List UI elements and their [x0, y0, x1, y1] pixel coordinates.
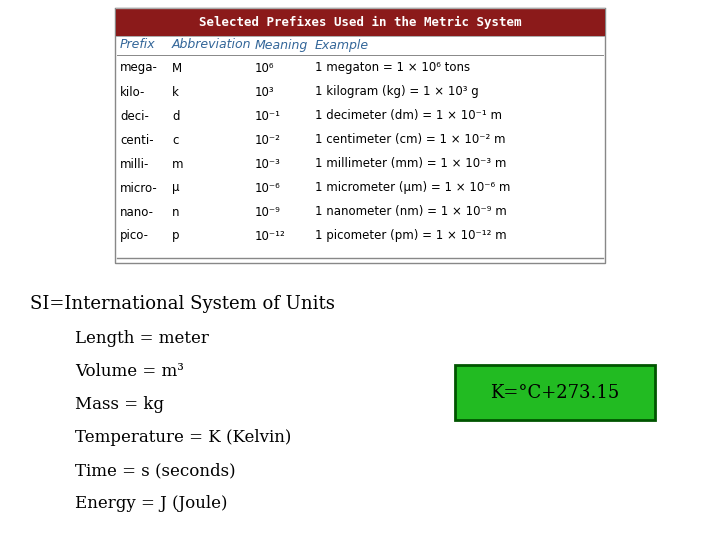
- Text: M: M: [172, 62, 182, 75]
- Text: Abbreviation: Abbreviation: [172, 38, 251, 51]
- Text: 10⁻⁶: 10⁻⁶: [255, 181, 281, 194]
- Text: d: d: [172, 110, 179, 123]
- Bar: [455, 365, 655, 420]
- Text: Prefix: Prefix: [120, 38, 156, 51]
- Text: 1 kilogram (kg) = 1 × 10³ g: 1 kilogram (kg) = 1 × 10³ g: [315, 85, 479, 98]
- Text: 10³: 10³: [255, 85, 274, 98]
- Text: centi-: centi-: [120, 133, 153, 146]
- Text: Selected Prefixes Used in the Metric System: Selected Prefixes Used in the Metric Sys…: [199, 16, 521, 29]
- Text: 10⁻³: 10⁻³: [255, 158, 281, 171]
- Text: nano-: nano-: [120, 206, 154, 219]
- Text: Length = meter: Length = meter: [75, 330, 209, 347]
- Text: kilo-: kilo-: [120, 85, 145, 98]
- Text: c: c: [172, 133, 179, 146]
- Bar: [115, 8, 605, 36]
- Text: micro-: micro-: [120, 181, 158, 194]
- Text: μ: μ: [172, 181, 179, 194]
- Text: 1 centimeter (cm) = 1 × 10⁻² m: 1 centimeter (cm) = 1 × 10⁻² m: [315, 133, 505, 146]
- Text: deci-: deci-: [120, 110, 149, 123]
- Text: 10⁻¹²: 10⁻¹²: [255, 230, 286, 242]
- Text: 1 decimeter (dm) = 1 × 10⁻¹ m: 1 decimeter (dm) = 1 × 10⁻¹ m: [315, 110, 502, 123]
- Text: 1 picometer (pm) = 1 × 10⁻¹² m: 1 picometer (pm) = 1 × 10⁻¹² m: [315, 230, 507, 242]
- Text: 10⁻⁹: 10⁻⁹: [255, 206, 281, 219]
- Text: m: m: [172, 158, 184, 171]
- Text: n: n: [172, 206, 179, 219]
- Text: 1 millimeter (mm) = 1 × 10⁻³ m: 1 millimeter (mm) = 1 × 10⁻³ m: [315, 158, 506, 171]
- Text: 10⁻²: 10⁻²: [255, 133, 281, 146]
- Bar: [115, 8, 605, 263]
- Text: Energy = J (Joule): Energy = J (Joule): [75, 495, 228, 512]
- Text: mega-: mega-: [120, 62, 158, 75]
- Text: Time = s (seconds): Time = s (seconds): [75, 462, 235, 479]
- Text: Example: Example: [315, 38, 369, 51]
- Text: p: p: [172, 230, 179, 242]
- Text: 10⁻¹: 10⁻¹: [255, 110, 281, 123]
- Text: Volume = m³: Volume = m³: [75, 363, 184, 380]
- Text: SI=International System of Units: SI=International System of Units: [30, 295, 335, 313]
- Text: Meaning: Meaning: [255, 38, 308, 51]
- Text: pico-: pico-: [120, 230, 149, 242]
- Text: 1 nanometer (nm) = 1 × 10⁻⁹ m: 1 nanometer (nm) = 1 × 10⁻⁹ m: [315, 206, 507, 219]
- Text: Temperature = K (Kelvin): Temperature = K (Kelvin): [75, 429, 292, 446]
- Text: Mass = kg: Mass = kg: [75, 396, 164, 413]
- Text: 1 megaton = 1 × 10⁶ tons: 1 megaton = 1 × 10⁶ tons: [315, 62, 470, 75]
- Text: 1 micrometer (μm) = 1 × 10⁻⁶ m: 1 micrometer (μm) = 1 × 10⁻⁶ m: [315, 181, 510, 194]
- Text: 10⁶: 10⁶: [255, 62, 274, 75]
- Text: K=°C+273.15: K=°C+273.15: [490, 383, 620, 402]
- Text: milli-: milli-: [120, 158, 149, 171]
- Text: k: k: [172, 85, 179, 98]
